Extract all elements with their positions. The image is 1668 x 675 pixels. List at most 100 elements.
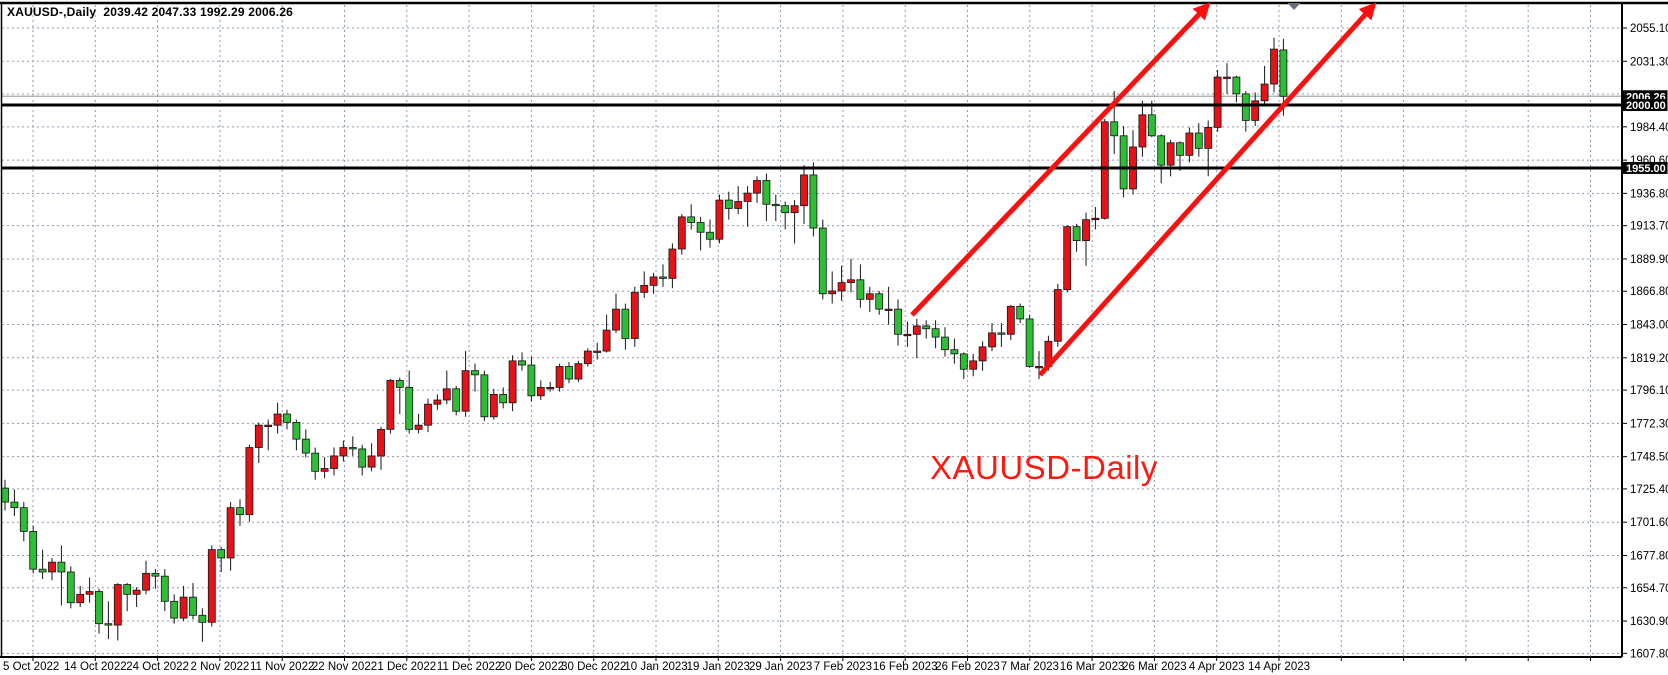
candle bbox=[762, 173, 771, 222]
candle-body bbox=[1035, 366, 1043, 369]
candle bbox=[358, 444, 367, 476]
candle bbox=[207, 545, 216, 627]
candle bbox=[988, 323, 996, 352]
candle bbox=[894, 299, 902, 346]
candle-body bbox=[1, 487, 9, 503]
candle-body bbox=[414, 424, 423, 430]
candle-body bbox=[847, 279, 855, 283]
candle-body bbox=[856, 279, 865, 300]
time-axis-label: 4 Apr 2023 bbox=[1189, 661, 1245, 673]
candle-body bbox=[649, 276, 658, 286]
candle-body bbox=[875, 293, 884, 310]
candle bbox=[837, 265, 846, 301]
price-badge-label: 1955.00 bbox=[1626, 163, 1666, 175]
candle-body bbox=[518, 360, 526, 366]
candle-body bbox=[499, 394, 508, 404]
time-axis-label: 20 Dec 2022 bbox=[499, 661, 564, 673]
candle-body bbox=[1270, 48, 1278, 85]
candle bbox=[621, 303, 630, 350]
price-badge: 2000.00 bbox=[1622, 99, 1668, 112]
candle bbox=[320, 457, 329, 479]
candle bbox=[753, 176, 761, 203]
candle-body bbox=[19, 507, 28, 532]
candle bbox=[931, 320, 940, 349]
candle-body bbox=[442, 388, 451, 401]
candle-body bbox=[471, 370, 479, 376]
candles-series bbox=[1, 37, 1288, 642]
time-axis-label: 30 Dec 2022 bbox=[561, 661, 626, 673]
candle bbox=[85, 577, 94, 603]
price-badge-label: 2000.00 bbox=[1626, 100, 1666, 112]
candle-body bbox=[950, 349, 959, 355]
candle bbox=[1166, 139, 1175, 177]
candle-body bbox=[66, 571, 75, 604]
time-axis: 5 Oct 2022 14 Oct 2022 24 Oct 2022 2 Nov 20… bbox=[3, 657, 1591, 673]
candle-body bbox=[715, 199, 724, 240]
candle bbox=[1025, 314, 1034, 368]
time-axis-label: 26 Feb 2023 bbox=[935, 661, 1000, 673]
candle bbox=[1138, 100, 1147, 157]
price-axis-label: 1843.00 bbox=[1630, 320, 1668, 332]
price-axis: 2055.102031.301984.401960.601936.801913.… bbox=[1622, 23, 1668, 660]
candle-body bbox=[29, 531, 38, 570]
candle bbox=[311, 447, 320, 480]
candle-body bbox=[659, 276, 667, 279]
candle bbox=[76, 585, 85, 607]
candle bbox=[724, 191, 733, 220]
candle bbox=[386, 379, 395, 434]
candle-body bbox=[236, 507, 244, 516]
candle-body bbox=[988, 332, 996, 348]
candle-body bbox=[865, 293, 874, 300]
candle bbox=[66, 566, 75, 609]
candle-body bbox=[724, 199, 733, 209]
candle bbox=[997, 323, 1006, 347]
candle bbox=[236, 499, 244, 526]
candle-body bbox=[1147, 114, 1156, 137]
candle bbox=[922, 320, 931, 339]
candle bbox=[593, 342, 602, 360]
candle bbox=[903, 321, 912, 347]
candle-body bbox=[95, 591, 103, 625]
candle bbox=[1147, 100, 1156, 138]
candle-body bbox=[800, 174, 808, 207]
candle bbox=[142, 560, 150, 595]
candle-body bbox=[941, 336, 949, 351]
candle bbox=[160, 569, 169, 612]
time-axis-label: 14 Oct 2022 bbox=[64, 661, 127, 673]
candle bbox=[602, 314, 611, 353]
candle bbox=[536, 380, 545, 401]
candle-body bbox=[1204, 126, 1213, 149]
candle bbox=[424, 398, 432, 433]
candle-body bbox=[612, 308, 620, 331]
candle-body bbox=[696, 222, 705, 233]
time-axis-label: 16 Feb 2023 bbox=[873, 661, 938, 673]
candle-body bbox=[602, 329, 611, 352]
candle bbox=[847, 258, 855, 293]
candle bbox=[800, 165, 808, 224]
trend-arrow[interactable] bbox=[910, 2, 1211, 317]
candle bbox=[583, 348, 592, 367]
candle-body bbox=[621, 308, 630, 339]
time-axis-label: 1 Dec 2022 bbox=[377, 661, 436, 673]
candle bbox=[471, 363, 479, 392]
price-axis-label: 1796.10 bbox=[1630, 385, 1668, 397]
candle bbox=[480, 370, 489, 421]
candle-body bbox=[536, 387, 545, 397]
candle-body bbox=[781, 205, 790, 214]
candle bbox=[1082, 212, 1090, 266]
candle bbox=[1091, 207, 1100, 230]
candle bbox=[433, 394, 442, 410]
candle bbox=[1119, 125, 1128, 198]
candle bbox=[1016, 303, 1025, 324]
trend-arrow[interactable] bbox=[1038, 2, 1377, 377]
candle-body bbox=[377, 428, 385, 457]
time-axis-label: 11 Dec 2022 bbox=[437, 661, 501, 673]
price-axis-label: 1701.60 bbox=[1630, 517, 1668, 529]
candle-body bbox=[668, 248, 677, 279]
chart-title-ohlc: XAUUSD-,Daily 2039.42 2047.33 1992.29 20… bbox=[7, 5, 294, 19]
candle bbox=[132, 587, 141, 607]
candle bbox=[612, 293, 620, 333]
candle-body bbox=[593, 350, 602, 353]
